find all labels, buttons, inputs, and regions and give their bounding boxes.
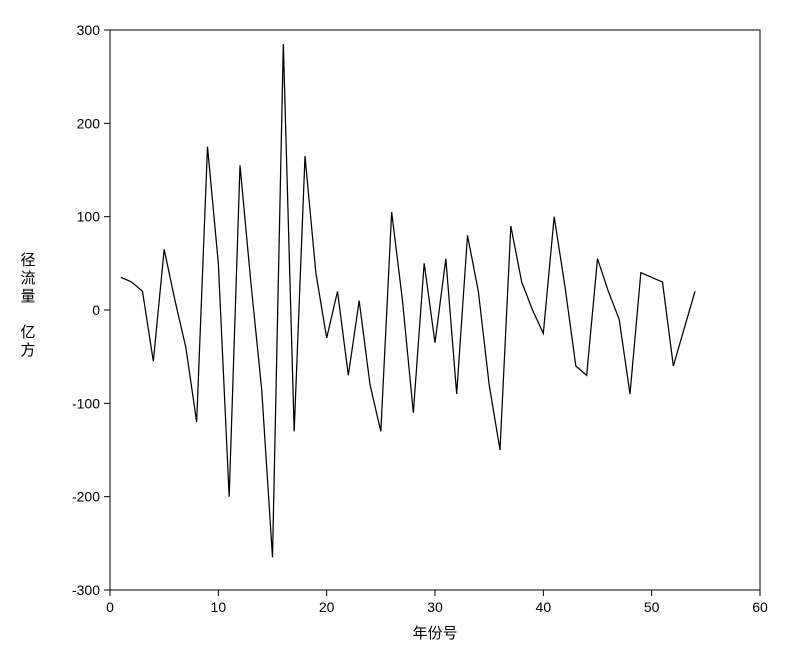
svg-text:-300: -300: [72, 582, 100, 598]
svg-text:0: 0: [92, 302, 100, 318]
svg-text:30: 30: [427, 599, 443, 615]
svg-text:-200: -200: [72, 489, 100, 505]
svg-text:10: 10: [211, 599, 227, 615]
y-axis-label: 径流量 亿方: [20, 252, 35, 359]
line-chart: 0 10 20 30 40 50 60 -300 -200 -100 0 100 200 300 年份号 径流…: [0, 0, 800, 670]
svg-text:200: 200: [77, 115, 101, 131]
svg-text:-100: -100: [72, 395, 100, 411]
svg-text:20: 20: [319, 599, 335, 615]
x-axis-label: 年份号: [412, 625, 457, 642]
svg-text:100: 100: [77, 209, 101, 225]
svg-text:300: 300: [77, 22, 101, 38]
svg-text:0: 0: [106, 599, 114, 615]
chart-svg: 0 10 20 30 40 50 60 -300 -200 -100 0 100 200 300 年份号 径流…: [0, 0, 800, 670]
svg-text:40: 40: [536, 599, 552, 615]
data-series-line: [121, 44, 695, 557]
svg-text:60: 60: [752, 599, 768, 615]
svg-text:50: 50: [644, 599, 660, 615]
